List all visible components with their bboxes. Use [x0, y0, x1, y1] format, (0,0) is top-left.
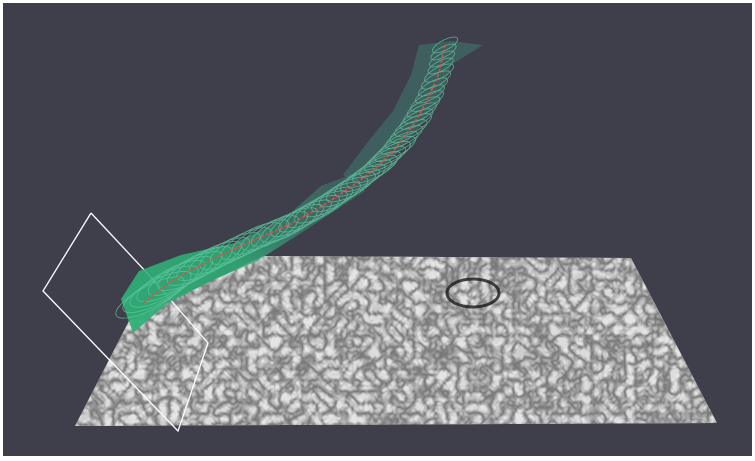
neurite-cross-section	[385, 125, 423, 149]
neurite-cross-section	[346, 159, 392, 188]
neurite-cross-section	[334, 168, 380, 197]
neurite-cross-section	[403, 102, 437, 124]
clip-plane-outline[interactable]	[42, 212, 209, 433]
neurite-cross-section	[406, 96, 441, 118]
neurite-wireframe	[115, 36, 458, 319]
neurite-cross-section	[231, 219, 290, 255]
neurite-cross-section	[429, 50, 455, 68]
neurite-surface[interactable]	[111, 34, 483, 333]
neurite-cross-section	[410, 90, 444, 112]
neurite-cross-section	[311, 181, 361, 213]
neurite-cross-section	[352, 154, 398, 184]
em-slice-plane[interactable]	[63, 248, 728, 433]
neurite-cross-section	[129, 265, 199, 308]
neurite-surface-upper	[343, 41, 483, 188]
neurite-cross-section	[122, 270, 192, 314]
neurite-centerline[interactable]	[142, 44, 446, 304]
neurite-cross-section	[340, 163, 386, 193]
neurite-cross-section	[364, 146, 406, 172]
neurite-cross-section	[418, 77, 448, 97]
neurite-cross-section	[430, 43, 457, 61]
neurite-cross-section	[427, 57, 454, 75]
3d-scene[interactable]	[3, 3, 752, 456]
neurite-cross-section	[432, 36, 458, 54]
neurite-cross-section	[115, 276, 185, 319]
3d-viewport[interactable]	[3, 3, 752, 456]
neurite-cross-section	[369, 141, 411, 167]
em-organelle	[445, 277, 501, 309]
neurite-cross-section	[359, 151, 401, 177]
